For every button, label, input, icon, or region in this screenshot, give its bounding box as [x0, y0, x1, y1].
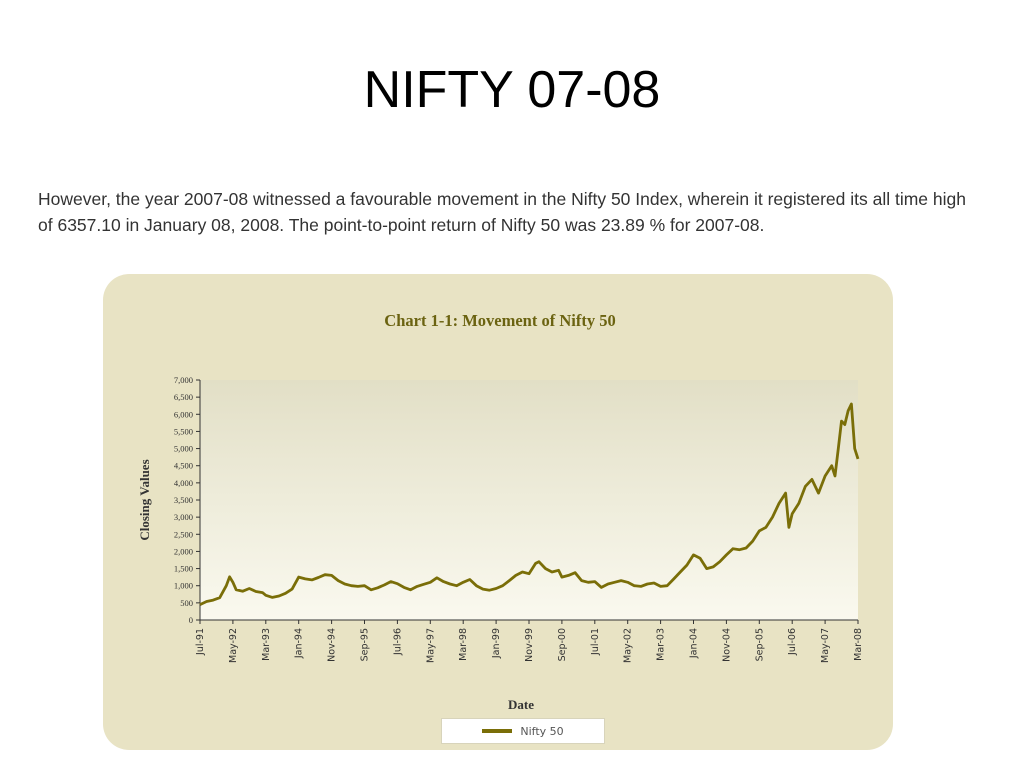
x-tick-label: Jul-06 — [787, 628, 798, 656]
x-tick-label: Jul-96 — [392, 628, 403, 656]
x-tick-label: May-02 — [623, 628, 634, 663]
y-tick-label: 0 — [189, 615, 193, 625]
series-group — [199, 402, 860, 606]
x-tick-label: Sep-05 — [754, 628, 765, 661]
y-tick-label: 5,000 — [174, 444, 193, 454]
nifty-50-series-line — [199, 402, 860, 606]
y-tick-label: 5,500 — [174, 426, 193, 436]
y-tick-label: 2,000 — [174, 546, 193, 556]
legend-label: Nifty 50 — [520, 724, 564, 738]
chart-legend: Nifty 50 — [441, 718, 605, 744]
x-tick-label: Mar-08 — [853, 628, 864, 661]
plot-area — [200, 380, 858, 620]
chart-title: Chart 1-1: Movement of Nifty 50 — [384, 311, 615, 330]
y-tick-label: 500 — [180, 598, 193, 608]
x-axis-label: Date — [508, 697, 534, 712]
x-tick-label: Jan-99 — [491, 628, 502, 659]
x-tick-label: Jul-01 — [590, 628, 601, 656]
x-tick-label: Jan-94 — [294, 628, 305, 659]
y-tick-label: 6,000 — [174, 409, 193, 419]
slide-title: NIFTY 07-08 — [363, 61, 661, 119]
axes-group: 0 500 1,000 1,500 2,000 2,500 3,000 3,500 4,000 4… — [174, 375, 864, 663]
x-tick-label: Nov-99 — [524, 628, 535, 662]
y-axis-label: Closing Values — [137, 459, 152, 540]
y-tick-label: 4,500 — [174, 461, 193, 471]
x-tick-label: Nov-94 — [327, 628, 338, 662]
y-tick-label: 3,500 — [174, 495, 193, 505]
legend-swatch — [482, 729, 513, 733]
x-tick-label: May-92 — [228, 628, 239, 663]
x-tick-label: Nov-04 — [721, 628, 732, 662]
x-tick-label: Jan-04 — [689, 628, 700, 659]
y-tick-label: 3,000 — [174, 512, 193, 522]
x-tick-label: Mar-98 — [458, 628, 469, 661]
x-tick-label: Sep-00 — [557, 628, 568, 661]
x-tick-label: Jul-91 — [195, 628, 206, 656]
intro-paragraph: However, the year 2007-08 witnessed a fa… — [38, 189, 966, 235]
y-tick-label: 2,500 — [174, 529, 193, 539]
y-tick-label: 1,000 — [174, 581, 193, 591]
x-tick-label: May-97 — [425, 628, 436, 663]
x-tick-label: Mar-03 — [656, 628, 667, 661]
y-tick-label: 7,000 — [174, 375, 193, 385]
y-tick-label: 4,000 — [174, 478, 193, 488]
y-tick-label: 6,500 — [174, 392, 193, 402]
y-tick-label: 1,500 — [174, 564, 193, 574]
x-tick-label: May-07 — [820, 628, 831, 663]
x-tick-label: Sep-95 — [360, 628, 371, 661]
x-tick-label: Mar-93 — [261, 628, 272, 661]
